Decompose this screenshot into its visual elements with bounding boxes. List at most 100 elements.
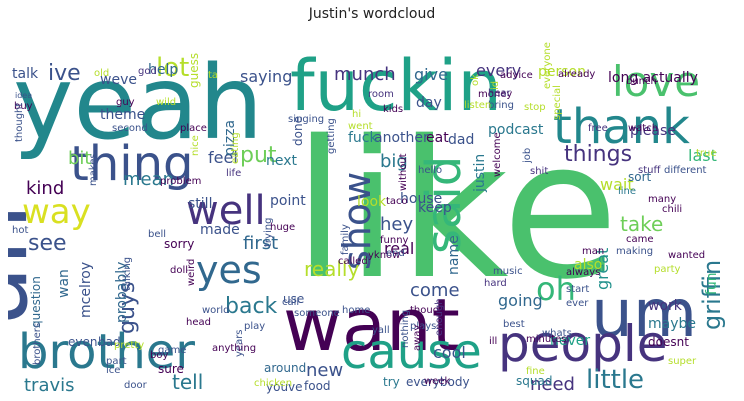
- word-minutes: minutes: [526, 334, 566, 345]
- word-always: always: [566, 267, 600, 278]
- wordcloud-title: Justin's wordcloud: [308, 6, 436, 22]
- word-fuck: fuck: [348, 130, 378, 146]
- word-made: made: [200, 222, 240, 238]
- word-watch: watch: [628, 123, 658, 134]
- word-different: different: [664, 165, 707, 176]
- word-need: need: [530, 374, 575, 395]
- word-yall: yall: [372, 325, 390, 336]
- word-love: love: [612, 57, 700, 106]
- word-yes: yes: [196, 248, 262, 292]
- word-big: big: [380, 151, 408, 172]
- word-game: game: [158, 345, 186, 356]
- word-great: great: [593, 248, 612, 290]
- word-called: called: [338, 256, 368, 267]
- word-kind: kind: [26, 178, 64, 199]
- word-job: job: [522, 148, 533, 164]
- word-someone: someone: [294, 308, 340, 319]
- word-never: never: [550, 333, 590, 349]
- word-yknow: yknow: [368, 250, 400, 261]
- word-wan: wan: [56, 269, 72, 298]
- word-anything: anything: [212, 343, 256, 354]
- word-guess: guess: [187, 53, 201, 88]
- word-feel: feel: [208, 148, 238, 167]
- word-use: use: [283, 292, 304, 306]
- word-really: really: [304, 257, 359, 281]
- word-things: things: [564, 142, 632, 167]
- word-advice: advice: [500, 70, 533, 81]
- word-world: world: [202, 305, 230, 316]
- word-done: done: [291, 116, 305, 146]
- word-home: home: [342, 305, 370, 316]
- word-try: try: [383, 375, 400, 389]
- word-help: help: [148, 62, 178, 78]
- word-munch: munch: [334, 64, 396, 85]
- word-brother: brother: [18, 324, 195, 380]
- word-food: food: [304, 379, 331, 393]
- word-first: first: [243, 233, 278, 254]
- word-another: another: [374, 130, 429, 146]
- word-around: around: [264, 361, 306, 375]
- word-sure: sure: [158, 362, 184, 376]
- word-thing: thing: [70, 136, 193, 192]
- word-thought: thought: [14, 103, 25, 142]
- word-bunch: bunch: [626, 76, 657, 87]
- word-saying: saying: [240, 67, 292, 86]
- word-getting: getting: [326, 118, 337, 154]
- word-back: back: [225, 294, 278, 319]
- word-tell: tell: [172, 370, 203, 394]
- word-point: point: [270, 193, 306, 209]
- word-brothers: brothers: [32, 323, 43, 365]
- word-eating: eating: [230, 132, 241, 164]
- word-weve: weve: [100, 72, 137, 88]
- word-question: question: [29, 276, 43, 328]
- word-probably: probably: [114, 262, 130, 323]
- word-look: look: [357, 194, 387, 210]
- word-last: last: [688, 146, 717, 165]
- word-theme: theme: [100, 107, 145, 123]
- word-head: head: [186, 317, 211, 328]
- word-like: like: [293, 100, 619, 321]
- word-see: see: [28, 231, 67, 256]
- word-many: many: [648, 194, 676, 205]
- word-house: house: [400, 191, 442, 207]
- word-hey: hey: [380, 214, 413, 235]
- word-bit: bit: [68, 148, 91, 169]
- word-want: want: [283, 283, 460, 367]
- word-way: way: [22, 192, 91, 232]
- word-show: show: [335, 172, 379, 270]
- word-bell: bell: [148, 229, 166, 240]
- word-also: also: [574, 257, 602, 273]
- word-please: please: [630, 123, 676, 139]
- word-room: room: [368, 89, 394, 100]
- word-place: place: [180, 123, 207, 134]
- word-buy: buy: [14, 101, 33, 112]
- word-went: went: [348, 121, 373, 132]
- word-mean: mean: [123, 169, 174, 190]
- word-plays: plays: [410, 321, 436, 332]
- word-fine: fine: [526, 366, 545, 377]
- word-hot: hot: [12, 225, 28, 236]
- word-ok: ok: [470, 74, 481, 86]
- word-stop: stop: [524, 102, 546, 113]
- word-second: second: [112, 123, 148, 134]
- word-hard: hard: [484, 278, 507, 289]
- word-true: true: [696, 148, 717, 159]
- word-cause: cause: [341, 324, 482, 380]
- word-singing: singing: [288, 114, 324, 125]
- word-free: free: [588, 123, 608, 134]
- word-away: away: [412, 325, 423, 351]
- word-wild: wild: [156, 97, 176, 108]
- word-eat: eat: [426, 130, 449, 146]
- word-chili: chili: [662, 204, 682, 215]
- word-making: making: [616, 246, 653, 257]
- word-start: start: [566, 284, 589, 295]
- word-nothing: nothing: [400, 310, 411, 348]
- word-podcast: podcast: [488, 122, 544, 138]
- word-ive: ive: [48, 61, 81, 86]
- word-music: music: [493, 266, 523, 277]
- word-wait: wait: [600, 175, 634, 194]
- word-keep: keep: [418, 200, 452, 216]
- word-new: new: [306, 360, 343, 381]
- word-fun: fun: [704, 272, 720, 295]
